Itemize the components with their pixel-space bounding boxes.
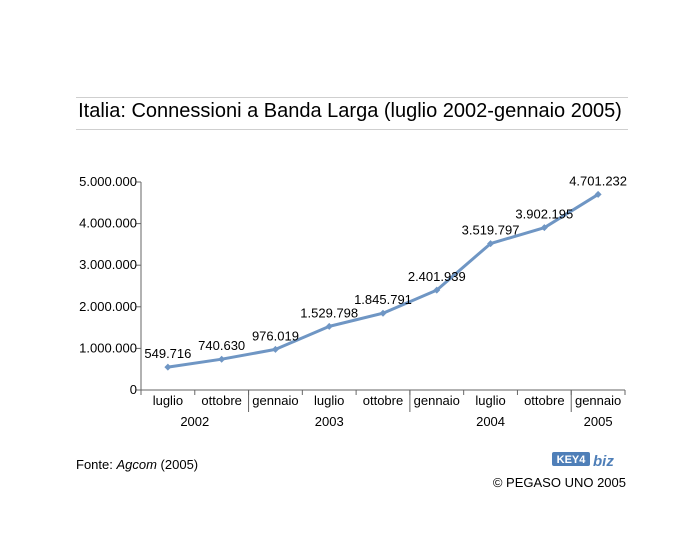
x-tick-label: luglio: [153, 393, 183, 408]
y-tick-label: 5.000.000: [79, 174, 137, 189]
data-label: 3.902.195: [515, 207, 573, 222]
x-tick-label: luglio: [314, 393, 344, 408]
data-point: [325, 322, 333, 330]
data-label: 1.845.791: [354, 292, 412, 307]
copyright: © PEGASO UNO 2005: [492, 475, 626, 490]
data-point: [433, 286, 441, 294]
y-tick-label: 0: [130, 382, 137, 397]
title-rule: [76, 129, 628, 130]
source-note: Fonte: Agcom (2005): [76, 457, 198, 472]
data-point: [379, 309, 387, 317]
data-point: [271, 345, 279, 353]
top-rule: [76, 97, 628, 98]
data-point: [487, 240, 495, 248]
data-point: [164, 363, 172, 371]
data-label: 4.701.232: [569, 173, 627, 188]
x-tick-label: ottobre: [201, 393, 241, 408]
source-prefix: Fonte:: [76, 457, 117, 472]
y-tick-label: 4.000.000: [79, 216, 137, 231]
x-tick-label: gennaio: [414, 393, 460, 408]
y-tick-label: 3.000.000: [79, 257, 137, 272]
x-tick-label: ottobre: [363, 393, 403, 408]
y-tick-label: 1.000.000: [79, 340, 137, 355]
year-label: 2005: [584, 414, 613, 429]
data-label: 2.401.939: [408, 269, 466, 284]
data-label: 3.519.797: [462, 223, 520, 238]
year-label: 2002: [180, 414, 209, 429]
source-name: Agcom: [116, 457, 157, 472]
data-label: 549.716: [144, 346, 191, 361]
x-tick-label: ottobre: [524, 393, 564, 408]
data-point: [540, 224, 548, 232]
y-tick-label: 2.000.000: [79, 299, 137, 314]
year-label: 2003: [315, 414, 344, 429]
x-tick-label: gennaio: [575, 393, 621, 408]
logo-badge: [552, 452, 590, 466]
key4biz-logo: KEY4 biz: [552, 452, 614, 470]
data-label: 740.630: [198, 338, 245, 353]
source-suffix: (2005): [156, 457, 199, 472]
logo-key-text: KEY4: [557, 454, 587, 466]
logo-biz-text: biz: [593, 453, 614, 470]
data-point: [594, 190, 602, 198]
year-label: 2004: [476, 414, 505, 429]
data-label: 976.019: [252, 328, 299, 343]
data-point: [218, 355, 226, 363]
x-tick-label: gennaio: [252, 393, 298, 408]
data-label: 1.529.798: [300, 305, 358, 320]
chart-title: Italia: Connessioni a Banda Larga (lugli…: [78, 100, 622, 122]
x-tick-label: luglio: [475, 393, 505, 408]
